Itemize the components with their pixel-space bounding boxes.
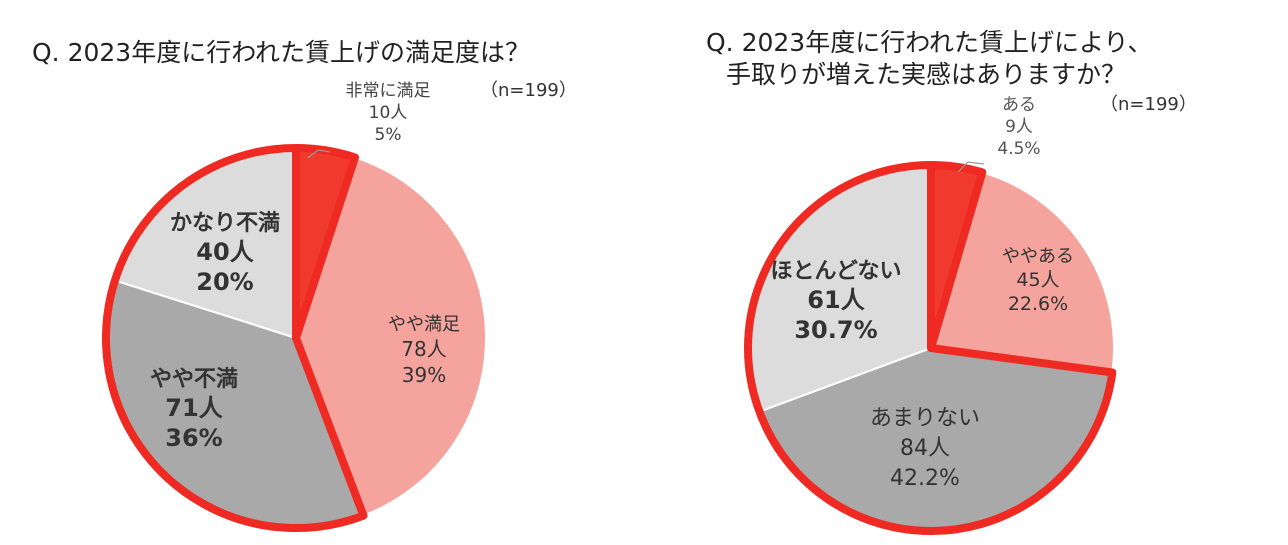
slice-percent: 5%	[375, 125, 402, 145]
takehome-feeling-chart: Q. 2023年度に行われた賃上げにより、 手取りが増えた実感はありますか？ （…	[640, 0, 1288, 545]
slice-count: 78人	[401, 337, 446, 361]
chart-title-line-2: 手取りが増えた実感はありますか？	[726, 60, 1127, 89]
chart-title: Q. 2023年度に行われた賃上げの満足度は？	[32, 38, 530, 67]
slice-count: 61人	[807, 286, 864, 314]
slice-percent: 4.5%	[997, 139, 1040, 159]
slice-count: 40人	[196, 238, 253, 266]
slice-count: 9人	[1005, 117, 1033, 137]
slice-label: ほとんどない	[771, 259, 902, 284]
slice-label-2: あまりない 84人 42.2%	[870, 406, 980, 491]
slice-count: 84人	[900, 436, 950, 461]
pie-slice-1	[929, 171, 1115, 374]
slice-percent: 30.7%	[794, 316, 877, 344]
slice-count: 71人	[165, 394, 222, 422]
slice-count: 45人	[1016, 269, 1059, 291]
slice-label: やや不満	[150, 366, 238, 392]
highlight-outline-negative-group	[744, 161, 1117, 535]
slice-label: 非常に満足	[346, 81, 431, 101]
slice-percent: 20%	[196, 268, 253, 296]
slice-percent: 42.2%	[890, 466, 960, 491]
sample-size-note: （n=199）	[480, 80, 577, 101]
slice-percent: 39%	[402, 363, 446, 387]
pie-slice-1	[294, 156, 487, 517]
slice-label: かなり不満	[170, 210, 280, 236]
sample-size-note: （n=199）	[1100, 94, 1197, 115]
slice-percent: 22.6%	[1008, 293, 1068, 315]
slice-count: 10人	[369, 103, 408, 123]
satisfaction-chart: Q. 2023年度に行われた賃上げの満足度は？ （n=199） 非常に満足 10人…	[0, 0, 640, 545]
slice-label: やや満足	[388, 314, 460, 335]
highlight-outline-negative-group	[102, 144, 368, 532]
slice-percent: 36%	[165, 424, 222, 452]
slice-label: あまりない	[870, 406, 980, 431]
slice-label: ややある	[1002, 246, 1074, 267]
slice-label: ある	[1002, 95, 1036, 115]
chart-title-line-1: Q. 2023年度に行われた賃上げにより、	[706, 28, 1153, 57]
leader-line	[957, 161, 985, 173]
leader-line	[307, 149, 331, 159]
